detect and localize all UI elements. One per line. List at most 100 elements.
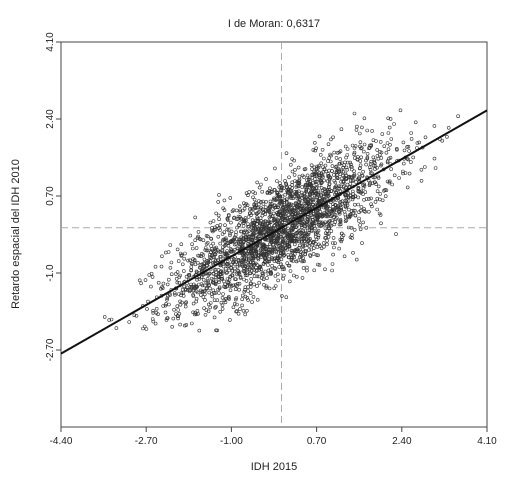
data-point	[173, 292, 177, 297]
data-point	[193, 238, 197, 242]
data-point	[320, 223, 324, 228]
data-point	[330, 169, 334, 173]
data-point	[260, 253, 265, 257]
data-point	[204, 264, 209, 268]
data-point	[214, 245, 219, 250]
data-point	[262, 282, 266, 287]
data-point	[348, 214, 353, 218]
x-tick-label: 0.70	[307, 436, 327, 447]
data-point	[196, 260, 200, 265]
data-point	[344, 199, 349, 203]
data-point	[324, 208, 329, 213]
data-point	[270, 214, 275, 218]
data-point	[196, 311, 200, 316]
data-point	[351, 251, 355, 255]
data-point	[324, 192, 328, 196]
data-point	[175, 314, 180, 318]
data-point	[176, 316, 180, 321]
data-point	[277, 185, 282, 189]
data-point	[243, 273, 248, 278]
data-point	[368, 182, 372, 186]
data-point	[334, 175, 339, 180]
data-point	[153, 321, 158, 326]
data-point	[308, 191, 312, 196]
data-point	[222, 251, 227, 256]
data-point	[339, 169, 344, 174]
data-point	[263, 269, 268, 274]
data-point	[288, 239, 293, 243]
data-point	[358, 227, 363, 232]
data-point	[169, 272, 174, 277]
data-point	[362, 207, 367, 211]
data-point	[269, 236, 273, 241]
data-point	[367, 165, 372, 170]
data-point	[352, 202, 357, 207]
data-point	[250, 300, 254, 304]
data-point	[190, 284, 194, 289]
data-point	[324, 235, 328, 240]
data-point	[225, 277, 230, 281]
data-point	[213, 291, 218, 295]
data-point	[332, 209, 336, 213]
data-point	[259, 200, 263, 204]
data-point	[297, 243, 302, 248]
data-point	[322, 244, 326, 249]
data-point	[260, 271, 265, 276]
data-point	[376, 174, 380, 179]
data-point	[389, 137, 394, 141]
data-point	[361, 169, 365, 174]
data-point	[222, 198, 227, 203]
regression-line-group	[60, 109, 488, 355]
data-point	[300, 196, 304, 201]
data-point	[354, 257, 359, 262]
data-point	[308, 253, 312, 257]
data-point	[382, 188, 386, 193]
data-point	[224, 266, 228, 271]
data-point	[323, 267, 327, 272]
data-point	[340, 176, 344, 181]
data-point	[149, 284, 153, 289]
data-point	[191, 294, 196, 298]
data-point	[388, 143, 392, 147]
data-point	[266, 263, 270, 267]
data-point	[233, 297, 238, 302]
data-point	[334, 198, 339, 202]
data-point	[346, 195, 351, 200]
data-point	[330, 218, 334, 223]
data-point	[264, 285, 269, 290]
data-point	[185, 285, 190, 290]
data-point	[265, 245, 270, 249]
data-point	[214, 259, 218, 264]
data-point	[319, 161, 324, 166]
data-point	[275, 212, 280, 217]
data-point	[230, 273, 235, 278]
data-point	[269, 270, 274, 275]
data-point	[261, 271, 265, 276]
data-point	[330, 262, 335, 266]
data-point	[341, 165, 346, 170]
data-point	[273, 216, 277, 221]
data-point	[176, 259, 181, 263]
data-point	[334, 156, 339, 160]
data-point	[374, 139, 378, 143]
data-point	[257, 280, 262, 285]
data-point	[224, 242, 228, 247]
data-point	[143, 278, 148, 282]
data-point	[249, 277, 253, 281]
data-point	[361, 192, 365, 196]
data-point	[275, 190, 279, 195]
data-point	[254, 244, 259, 249]
data-point	[311, 180, 316, 185]
data-point	[292, 173, 297, 177]
data-point	[241, 221, 246, 225]
data-point	[317, 242, 321, 247]
data-point	[251, 231, 256, 235]
data-point	[262, 228, 267, 232]
data-point	[204, 308, 209, 312]
data-point	[281, 276, 286, 281]
data-point	[248, 285, 253, 289]
data-point	[300, 185, 305, 189]
data-point	[282, 207, 287, 211]
data-point	[177, 280, 182, 285]
